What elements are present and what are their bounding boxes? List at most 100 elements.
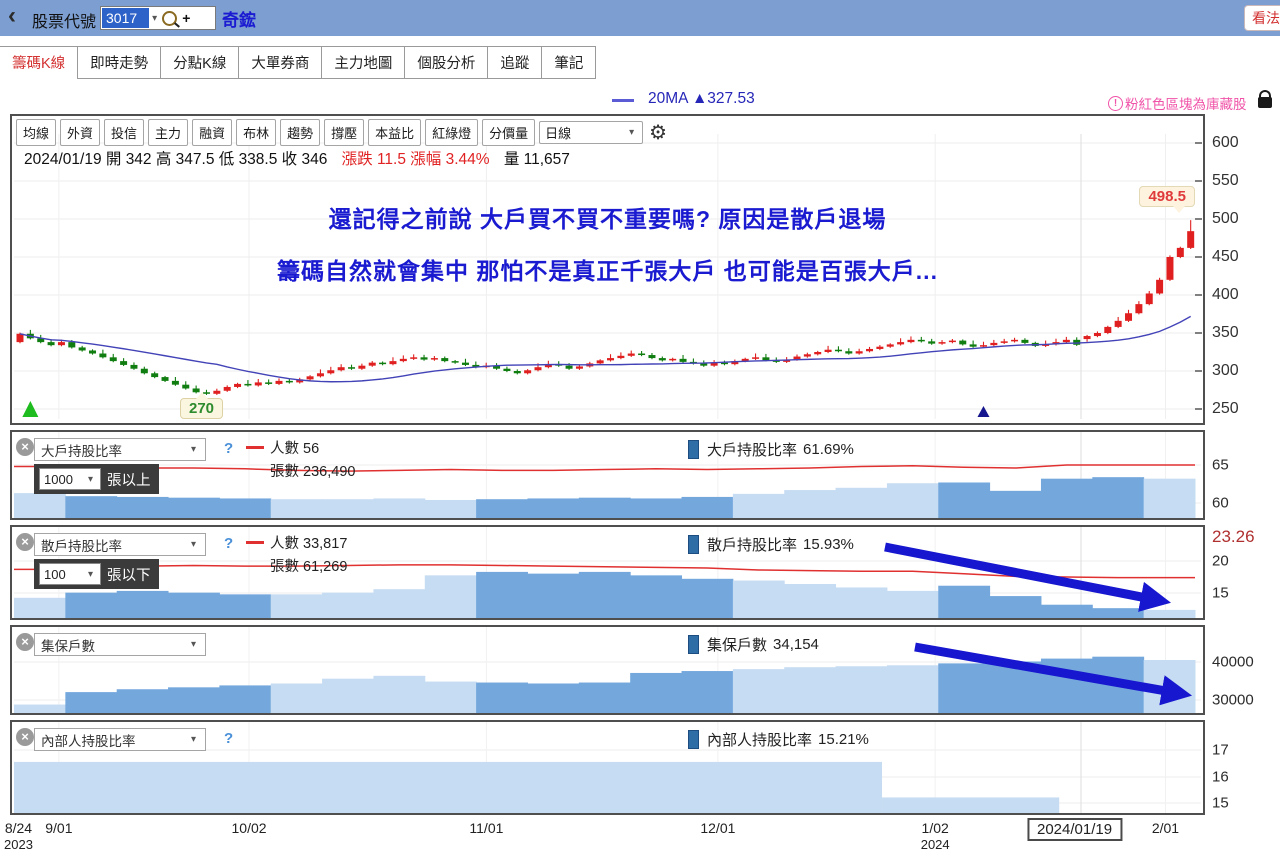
x-axis-label: 10/02 bbox=[231, 820, 266, 836]
tab-分點K線[interactable]: 分點K線 bbox=[160, 46, 240, 79]
panel-indicator-select[interactable]: 集保戶數 ▾ bbox=[34, 633, 206, 656]
price-axis-tick: 600 bbox=[1212, 134, 1239, 151]
panel-indicator-select[interactable]: 散戶持股比率 ▾ bbox=[34, 533, 206, 556]
holder-count-legend: 人數 33,817 bbox=[270, 536, 348, 552]
toolbar-button-撐壓[interactable]: 撐壓 bbox=[324, 119, 365, 146]
price-axis-tick: 450 bbox=[1212, 248, 1239, 265]
toolbar-button-趨勢[interactable]: 趨勢 bbox=[280, 119, 321, 146]
treasury-note-text: 粉紅色區塊為庫藏股 bbox=[1125, 97, 1247, 112]
tab-筆記[interactable]: 筆記 bbox=[541, 46, 597, 79]
help-icon[interactable]: ? bbox=[224, 535, 234, 552]
panel-custodian-accounts[interactable]: × 集保戶數 ▾ 集保戶數 34,154 bbox=[10, 625, 1205, 715]
chevron-down-icon: ▾ bbox=[87, 568, 93, 580]
threshold-suffix: 張以下 bbox=[107, 567, 151, 584]
back-icon[interactable]: ‹ bbox=[8, 2, 16, 29]
top-bar: ‹ 股票代號 3017 ▾ + 奇鋐 看法 bbox=[0, 0, 1280, 36]
x-axis-label-text: 12/01 bbox=[700, 820, 736, 836]
search-icon[interactable] bbox=[162, 10, 178, 26]
ma20-line bbox=[19, 315, 1192, 383]
toolbar-button-外資[interactable]: 外資 bbox=[60, 119, 101, 146]
close-icon[interactable]: × bbox=[16, 633, 34, 651]
x-axis-label-text: 11/01 bbox=[469, 820, 504, 836]
toolbar-button-本益比[interactable]: 本益比 bbox=[368, 119, 422, 146]
opinion-button[interactable]: 看法 bbox=[1244, 5, 1280, 31]
threshold-select[interactable]: 1000 ▾ bbox=[39, 468, 101, 490]
panel-insider-holders[interactable]: × 內部人持股比率 ▾ ? 內部人持股比率 15.21% bbox=[10, 720, 1205, 815]
panel-indicator-select[interactable]: 大戶持股比率 ▾ bbox=[34, 438, 206, 461]
area-legend-icon bbox=[688, 440, 699, 459]
price-axis-tick: 500 bbox=[1212, 210, 1239, 227]
x-axis-label-year: 2023 bbox=[4, 837, 33, 852]
panel-value-label: 散戶持股比率 bbox=[707, 537, 798, 554]
help-icon[interactable]: ? bbox=[224, 440, 234, 457]
stock-code-value[interactable]: 3017 bbox=[102, 8, 150, 28]
tab-bar: 籌碼K線 即時走勢 分點K線 大單券商 主力地圖 個股分析 追蹤 筆記 bbox=[0, 46, 597, 79]
chevron-down-icon: ▾ bbox=[190, 539, 196, 550]
low-price-bubble: 270 bbox=[180, 392, 224, 419]
signal-triangle-icon bbox=[22, 401, 39, 417]
period-select-value: 日線 bbox=[545, 126, 572, 141]
main-price-chart[interactable]: 均線 外資 投信 主力 融資 布林 趨勢 撐壓 本益比 紅綠燈 分價量 日線 ▾ ⚙ 2024/01/19… bbox=[10, 114, 1205, 425]
x-axis-label: 9/01 bbox=[45, 820, 72, 836]
tab-主力地圖[interactable]: 主力地圖 bbox=[321, 46, 406, 79]
tab-籌碼K線[interactable]: 籌碼K線 bbox=[0, 46, 79, 79]
threshold-box: 100 ▾ 張以下 bbox=[34, 559, 159, 589]
x-axis-label-selected-date[interactable]: 2024/01/19 bbox=[1026, 818, 1123, 841]
toolbar-button-紅綠燈[interactable]: 紅綠燈 bbox=[425, 119, 479, 146]
chevron-down-icon: ▾ bbox=[190, 734, 196, 745]
toolbar-button-投信[interactable]: 投信 bbox=[104, 119, 145, 146]
big-holders-area-chart bbox=[14, 432, 1201, 518]
chevron-down-icon: ▾ bbox=[190, 639, 196, 650]
search-plus-icon[interactable]: + bbox=[182, 10, 191, 26]
toolbar-button-均線[interactable]: 均線 bbox=[16, 119, 57, 146]
tab-大單券商[interactable]: 大單券商 bbox=[238, 46, 323, 79]
candlestick-chart-canvas bbox=[14, 134, 1202, 419]
holder-count-line bbox=[14, 464, 1195, 472]
chart-toolbar: 均線 外資 投信 主力 融資 布林 趨勢 撐壓 本益比 紅綠燈 分價量 日線 ▾ ⚙ bbox=[16, 119, 667, 146]
stock-name-link[interactable]: 奇鋐 bbox=[222, 11, 256, 30]
panel-big-holders[interactable]: × 大戶持股比率 ▾ ? 人數 56 張數 236,490 1000 ▾ 張以上… bbox=[10, 430, 1205, 520]
x-axis-label-text: 2/01 bbox=[1151, 820, 1180, 836]
ma-legend-dash-icon bbox=[612, 99, 634, 102]
panel-indicator-label: 散戶持股比率 bbox=[41, 538, 122, 554]
toolbar-button-主力[interactable]: 主力 bbox=[148, 119, 189, 146]
price-axis-tick: 300 bbox=[1212, 362, 1239, 379]
close-icon[interactable]: × bbox=[16, 728, 34, 746]
close-icon[interactable]: × bbox=[16, 438, 34, 456]
annotation-line2: 籌碼自然就會集中 那怕不是真正千張大戶 也可能是百張大戶... bbox=[277, 258, 938, 284]
custodian-accounts-area-chart bbox=[14, 627, 1201, 713]
toolbar-button-融資[interactable]: 融資 bbox=[192, 119, 233, 146]
panel-value-legend: 大戶持股比率 61.69% bbox=[688, 439, 854, 460]
line-legend-dash-icon bbox=[246, 541, 264, 544]
panel-indicator-select[interactable]: 內部人持股比率 ▾ bbox=[34, 728, 206, 751]
price-axis-tick: 550 bbox=[1212, 172, 1239, 189]
panel-value-label: 大戶持股比率 bbox=[707, 442, 798, 459]
stock-code-input[interactable]: 3017 ▾ + bbox=[100, 6, 216, 30]
threshold-suffix: 張以上 bbox=[107, 472, 151, 489]
price-axis-tick: 250 bbox=[1212, 400, 1239, 417]
threshold-value: 100 bbox=[44, 566, 66, 582]
panel-indicator-label: 集保戶數 bbox=[41, 638, 95, 654]
panel-value-number: 61.69% bbox=[803, 441, 854, 458]
x-axis-label: 1/02 2024 bbox=[921, 820, 950, 852]
chevron-down-icon[interactable]: ▾ bbox=[152, 12, 158, 24]
tab-個股分析[interactable]: 個股分析 bbox=[404, 46, 489, 79]
chevron-down-icon: ▾ bbox=[629, 127, 635, 138]
period-select[interactable]: 日線 ▾ bbox=[539, 121, 644, 144]
tab-即時走勢[interactable]: 即時走勢 bbox=[77, 46, 162, 79]
lock-icon[interactable] bbox=[1258, 90, 1272, 108]
gear-icon[interactable]: ⚙ bbox=[649, 122, 668, 144]
area-legend-icon bbox=[688, 535, 699, 554]
toolbar-button-布林[interactable]: 布林 bbox=[236, 119, 277, 146]
close-icon[interactable]: × bbox=[16, 533, 34, 551]
toolbar-button-分價量[interactable]: 分價量 bbox=[482, 119, 536, 146]
threshold-value: 1000 bbox=[44, 471, 73, 487]
chevron-down-icon: ▾ bbox=[87, 473, 93, 485]
signal-triangle-icon bbox=[977, 406, 990, 417]
threshold-select[interactable]: 100 ▾ bbox=[39, 563, 101, 585]
panel-axis-tick: 15 bbox=[1212, 794, 1229, 812]
x-axis-label-text: 8/24 bbox=[4, 820, 33, 836]
panel-retail-holders[interactable]: × 散戶持股比率 ▾ ? 人數 33,817 張數 61,269 100 ▾ 張… bbox=[10, 525, 1205, 620]
help-icon[interactable]: ? bbox=[224, 730, 234, 747]
tab-追蹤[interactable]: 追蹤 bbox=[487, 46, 543, 79]
